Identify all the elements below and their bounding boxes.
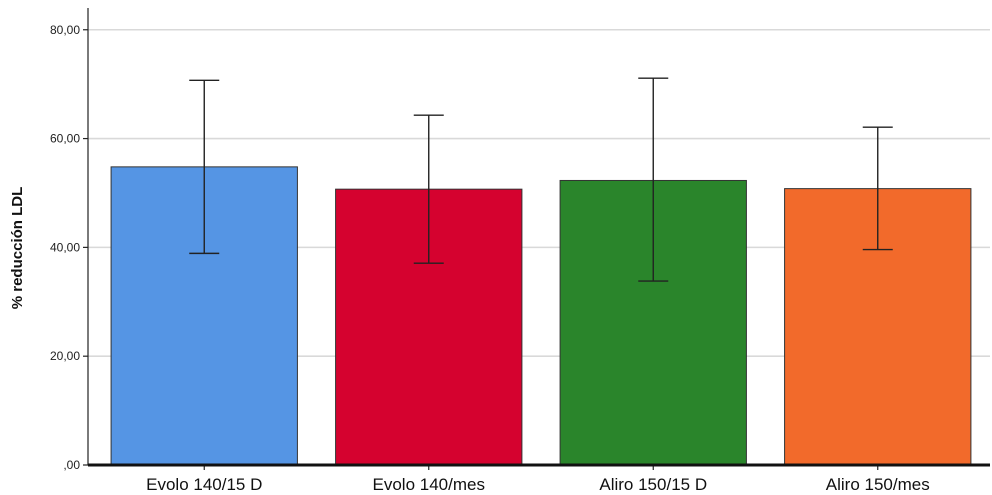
y-tick-label: 20,00 bbox=[50, 349, 80, 363]
y-tick-label: 40,00 bbox=[50, 240, 80, 254]
y-tick-label: ,00 bbox=[63, 458, 80, 472]
x-category-label: Aliro 150/15 D bbox=[599, 475, 707, 494]
error-bars bbox=[189, 77, 893, 282]
y-tick-label: 80,00 bbox=[50, 23, 80, 37]
bars bbox=[110, 166, 972, 466]
y-tick-labels: ,00 20,00 40,00 60,00 80,00 bbox=[50, 23, 80, 472]
y-tick-label: 60,00 bbox=[50, 132, 80, 146]
y-axis-title: % reducción LDL bbox=[9, 187, 26, 310]
x-category-label: Aliro 150/mes bbox=[826, 475, 930, 494]
x-category-label: Evolo 140/mes bbox=[373, 475, 485, 494]
x-category-label: Evolo 140/15 D bbox=[146, 475, 262, 494]
x-category-labels: Evolo 140/15 D Evolo 140/mes Aliro 150/15 … bbox=[146, 475, 930, 494]
axes bbox=[83, 8, 990, 470]
